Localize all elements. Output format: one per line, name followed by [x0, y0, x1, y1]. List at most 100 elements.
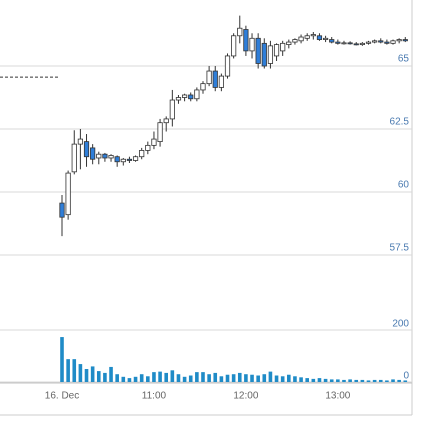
volume-bar — [103, 372, 107, 382]
candle-body — [335, 41, 341, 44]
volume-bar — [176, 374, 181, 382]
volume-bar — [329, 379, 334, 382]
volume-bar — [311, 378, 316, 382]
candle-body — [273, 44, 280, 57]
candle-body — [96, 153, 102, 159]
volume-bar — [354, 379, 359, 382]
candle-body — [372, 40, 378, 43]
volume-bar — [139, 374, 144, 382]
candle-body — [83, 141, 90, 158]
volume-bar — [397, 379, 401, 382]
volume-bar — [250, 374, 254, 382]
volume-bar — [305, 378, 309, 382]
candle-body — [77, 138, 83, 145]
volume-bar — [90, 366, 95, 382]
volume-bar — [287, 374, 291, 382]
candle-body — [139, 150, 145, 158]
volume-bar — [348, 379, 352, 382]
candle-body — [59, 202, 65, 218]
volume-bar — [121, 376, 126, 382]
candle-body — [261, 42, 267, 67]
volume-bar — [96, 371, 101, 382]
candle-body — [378, 40, 384, 43]
candle-body — [90, 147, 96, 160]
volume-bar — [201, 372, 205, 382]
candle-body — [396, 39, 402, 42]
candle-body — [120, 158, 126, 163]
volume-tick-label: 0 — [403, 371, 409, 382]
volume-bar — [72, 359, 77, 382]
volume-bar — [391, 379, 395, 382]
candle-body — [237, 27, 243, 37]
volume-bar — [336, 379, 340, 382]
candle-body — [402, 39, 408, 42]
volume-bar — [170, 370, 175, 382]
volume-bar — [133, 376, 138, 382]
y-tick-label: 62.5 — [390, 117, 410, 128]
candle-body — [286, 41, 292, 45]
volume-bar — [109, 366, 113, 382]
candle-body — [188, 94, 194, 100]
volume-bar — [280, 376, 285, 382]
volume-bar — [78, 364, 83, 382]
volume-bar — [256, 375, 260, 382]
volume-bar — [225, 374, 230, 382]
candle-body — [114, 156, 120, 163]
candle-body — [267, 45, 274, 64]
candle-body — [359, 42, 365, 45]
candle-body — [212, 70, 218, 88]
candle-body — [255, 37, 261, 64]
candle-body — [341, 42, 347, 45]
volume-bar — [385, 380, 389, 382]
volume-bar — [158, 371, 162, 382]
volume-bar — [152, 372, 156, 382]
candle-body — [151, 138, 157, 146]
candle-body — [280, 42, 286, 52]
volume-bar — [182, 376, 187, 382]
volume-bar — [60, 337, 64, 382]
candle-body — [65, 172, 71, 216]
candle-body — [310, 34, 316, 37]
volume-bar — [127, 378, 132, 382]
candle-body — [329, 39, 335, 43]
x-tick-label: 12:00 — [233, 391, 258, 402]
candle-body — [157, 122, 163, 142]
y-tick-label: 57.5 — [390, 243, 410, 254]
volume-bar — [403, 380, 408, 382]
volume-bar — [219, 376, 224, 382]
candle-body — [322, 37, 329, 40]
candle-body — [108, 155, 114, 159]
volume-bar — [188, 375, 193, 382]
candle-body — [206, 70, 212, 85]
candle-body — [145, 144, 151, 151]
volume-bar — [195, 372, 199, 382]
candle-body — [132, 156, 139, 161]
volume-bar — [231, 374, 236, 382]
candle-body — [292, 39, 298, 43]
volume-bar — [84, 369, 89, 382]
candle-body — [224, 55, 231, 77]
volume-bar — [164, 372, 169, 382]
volume-bar — [66, 359, 70, 382]
volume-bar — [146, 376, 150, 382]
volume-bar — [268, 371, 273, 382]
candle-body — [200, 83, 206, 91]
candle-body — [316, 35, 323, 40]
candle-body — [102, 153, 108, 159]
candle-body — [390, 40, 396, 44]
candle-body — [218, 75, 224, 88]
y-tick-label: 65 — [398, 54, 410, 65]
volume-bar — [274, 375, 279, 382]
volume-bar — [293, 376, 297, 382]
candle-body — [169, 99, 175, 120]
x-tick-label: 13:00 — [325, 391, 350, 402]
volume-bar — [378, 379, 383, 382]
candle-body — [243, 29, 249, 52]
candle-body — [231, 35, 237, 57]
candle-body — [384, 41, 390, 44]
volume-bar — [213, 372, 218, 382]
volume-bar — [207, 374, 211, 382]
candle-body — [71, 143, 77, 173]
candle-body — [194, 89, 200, 100]
